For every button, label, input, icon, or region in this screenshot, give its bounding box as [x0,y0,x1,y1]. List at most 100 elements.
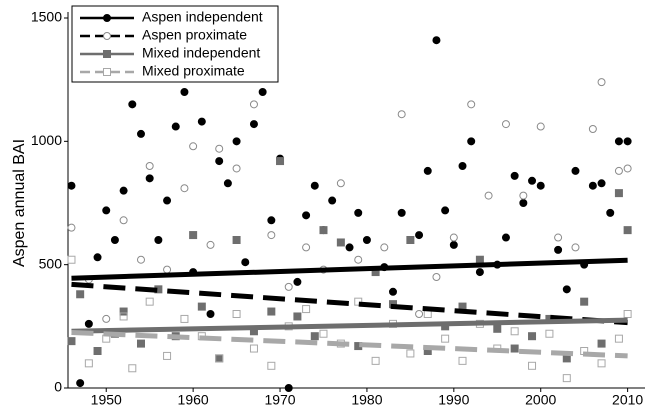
point [614,137,623,146]
point [258,88,267,96]
point [354,297,363,306]
point [232,310,241,318]
point [519,199,528,207]
point [519,191,528,200]
point [545,329,554,338]
point [623,137,632,146]
point [84,319,93,328]
point [406,349,415,358]
point [554,233,563,242]
point [215,354,224,363]
point [510,327,519,336]
x-tick-label: 2010 [612,392,643,408]
point [102,206,111,215]
point [623,310,632,318]
point [614,189,623,198]
x-tick-label: 1960 [178,392,209,408]
point [119,312,128,321]
point [180,88,189,96]
point [345,243,354,252]
trend-line [71,330,628,359]
point [189,142,198,151]
point [249,344,258,353]
point [223,179,232,188]
legend-marker [103,50,111,58]
point [319,226,328,235]
point [267,216,276,225]
point [267,307,276,316]
trend-line [71,281,628,326]
point [432,36,441,45]
point [110,236,119,244]
point [406,236,415,244]
point [528,332,537,341]
point [432,273,441,281]
point [493,324,502,333]
point [302,305,311,314]
point [241,258,250,267]
trend-line [71,257,628,281]
point [614,334,623,343]
point [571,166,580,175]
legend-label: Aspen proximate [142,27,247,43]
point [597,359,606,368]
point [249,120,258,129]
point [458,356,467,365]
point [467,137,476,146]
point [293,277,302,286]
point [136,129,145,138]
point [67,255,76,264]
point [354,255,363,264]
point [267,361,276,370]
point [623,226,632,235]
point [528,176,537,185]
point [484,191,493,200]
point [319,329,328,338]
point [93,347,102,355]
point [415,231,424,240]
x-tick-label: 1990 [438,392,469,408]
y-tick-label: 1000 [31,132,62,148]
point [215,157,224,166]
legend-label: Mixed proximate [142,63,245,79]
point [571,243,580,252]
point [267,231,276,240]
point [397,110,406,119]
legend-marker [103,32,111,40]
point [76,379,85,388]
point [554,245,563,254]
point [102,314,111,323]
point [597,78,606,87]
point [310,332,319,341]
point [171,122,180,131]
legend-marker [103,14,111,22]
point [93,253,102,262]
point [449,240,458,249]
point [423,166,432,175]
trend-line [71,317,628,334]
point [136,255,145,264]
point [310,181,319,190]
point [206,240,215,249]
point [128,364,137,373]
point [206,310,215,318]
point [145,162,154,170]
point [475,268,484,277]
legend-marker [103,68,111,76]
point [371,356,380,365]
point [180,314,189,323]
point [197,302,206,311]
point [588,181,597,190]
point [458,162,467,170]
point [362,236,371,244]
x-tick-label: 1980 [351,392,382,408]
point [354,208,363,217]
point [606,208,615,217]
point [163,196,172,205]
point [597,339,606,348]
point [397,208,406,217]
point [614,166,623,175]
point [467,100,476,109]
point [232,164,241,173]
